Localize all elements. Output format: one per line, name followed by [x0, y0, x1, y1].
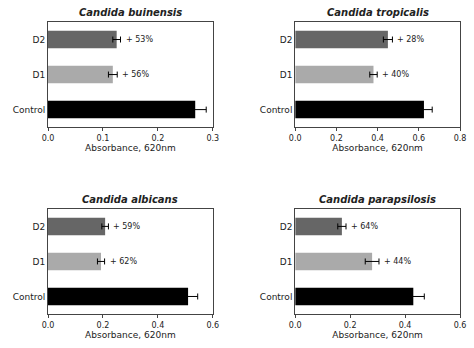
svg-text:0.2: 0.2 — [344, 321, 357, 330]
svg-text:D2: D2 — [33, 222, 46, 232]
svg-text:Candida albicans: Candida albicans — [82, 194, 178, 205]
svg-text:0.2: 0.2 — [97, 321, 110, 330]
svg-text:+ 40%: + 40% — [382, 70, 409, 79]
svg-text:0.4: 0.4 — [371, 134, 384, 143]
svg-text:D1: D1 — [280, 257, 293, 267]
svg-text:D2: D2 — [280, 35, 293, 45]
svg-text:+ 64%: + 64% — [351, 222, 378, 231]
svg-text:Control: Control — [13, 292, 46, 302]
svg-text:Control: Control — [13, 105, 46, 115]
svg-text:Control: Control — [260, 105, 293, 115]
svg-text:+ 56%: + 56% — [122, 70, 149, 79]
svg-text:D2: D2 — [33, 35, 46, 45]
svg-text:0.0: 0.0 — [289, 321, 302, 330]
svg-text:0.0: 0.0 — [42, 134, 55, 143]
svg-text:0.0: 0.0 — [42, 321, 55, 330]
svg-text:0.2: 0.2 — [330, 134, 343, 143]
svg-text:Absorbance, 620nm: Absorbance, 620nm — [332, 143, 423, 153]
svg-text:0.2: 0.2 — [152, 134, 165, 143]
svg-text:D1: D1 — [33, 70, 46, 80]
svg-text:D1: D1 — [33, 257, 46, 267]
svg-text:D2: D2 — [280, 222, 293, 232]
svg-text:Absorbance, 620nm: Absorbance, 620nm — [85, 143, 176, 153]
svg-text:Control: Control — [260, 292, 293, 302]
svg-text:0.4: 0.4 — [152, 321, 165, 330]
svg-text:+ 44%: + 44% — [384, 257, 411, 266]
svg-text:Absorbance, 620nm: Absorbance, 620nm — [85, 330, 176, 340]
svg-text:+ 53%: + 53% — [126, 35, 153, 44]
svg-text:+ 28%: + 28% — [397, 35, 424, 44]
svg-text:0.6: 0.6 — [206, 321, 219, 330]
svg-text:+ 59%: + 59% — [113, 222, 140, 231]
svg-text:+ 62%: + 62% — [110, 257, 137, 266]
svg-text:Candida buinensis: Candida buinensis — [79, 7, 182, 18]
svg-text:Candida parapsilosis: Candida parapsilosis — [319, 194, 436, 205]
svg-text:0.8: 0.8 — [454, 134, 467, 143]
svg-text:0.4: 0.4 — [399, 321, 412, 330]
svg-text:D1: D1 — [280, 70, 293, 80]
svg-text:0.6: 0.6 — [454, 321, 467, 330]
svg-text:0.0: 0.0 — [289, 134, 302, 143]
svg-text:Absorbance, 620nm: Absorbance, 620nm — [332, 330, 423, 340]
svg-text:0.1: 0.1 — [97, 134, 110, 143]
svg-text:0.6: 0.6 — [412, 134, 425, 143]
svg-text:Candida tropicalis: Candida tropicalis — [327, 7, 429, 18]
svg-text:0.3: 0.3 — [206, 134, 219, 143]
